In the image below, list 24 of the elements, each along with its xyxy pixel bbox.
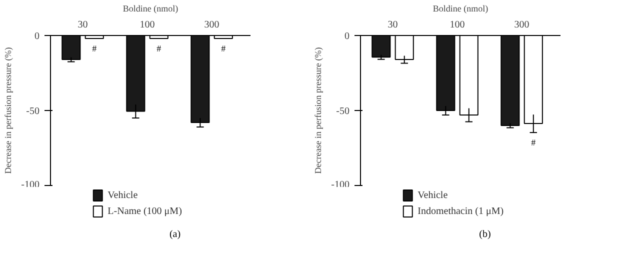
x-tick-label: 100 xyxy=(140,20,155,30)
y-axis-title: Decrease in perfusion pressure (%) xyxy=(3,47,14,174)
x-tick-label: 300 xyxy=(204,20,220,30)
text: (a) xyxy=(169,228,181,242)
y-tick-label: 0 xyxy=(34,31,40,42)
annotation: # xyxy=(156,44,162,54)
legend-label: Vehicle xyxy=(108,190,138,201)
text: (b) xyxy=(479,228,491,242)
x-tick-label: 100 xyxy=(450,20,465,30)
y-tick-label: 0 xyxy=(344,31,350,42)
legend-label: Vehicle xyxy=(418,190,448,201)
x-tick-label: 30 xyxy=(78,20,88,30)
y-axis-title: Decrease in perfusion pressure (%) xyxy=(313,47,324,174)
x-tick-label: 30 xyxy=(388,20,398,30)
legend-label: Indomethacin (1 μM) xyxy=(418,206,504,217)
y-tick-label: -50 xyxy=(26,106,40,117)
x-axis-title: Boldine (nmol) xyxy=(432,4,488,14)
x-axis-title: Boldine (nmol) xyxy=(122,4,178,14)
legend-label: L-Name (100 μM) xyxy=(108,206,182,217)
y-tick-label: -50 xyxy=(336,106,350,117)
annotation: # xyxy=(92,44,98,54)
annotation: # xyxy=(221,44,226,54)
x-tick-label: 300 xyxy=(514,20,530,30)
annotation: # xyxy=(531,138,536,148)
